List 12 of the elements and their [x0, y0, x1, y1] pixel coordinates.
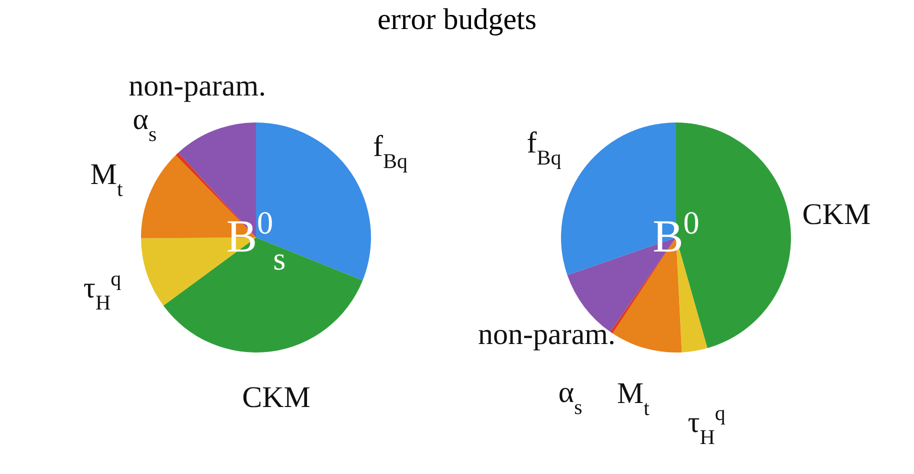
- slice-label: non-param.: [128, 70, 266, 103]
- slice-label: α$_{s}$: [558, 376, 582, 419]
- slice-label: f$_{Bq}$: [526, 126, 562, 170]
- text: error budgets: [376, 2, 538, 38]
- slice-label: CKM: [242, 381, 310, 414]
- slice-label: α$_{s}$: [132, 102, 157, 146]
- slice-label: M$_{t}$: [616, 376, 650, 420]
- slice-label: CKM: [802, 198, 871, 232]
- pie-slice: [256, 122, 371, 281]
- slice-label: non-param.: [478, 318, 616, 352]
- slice-label: M$_{t}$: [90, 158, 123, 202]
- slice-label: f$_{Bq}$: [373, 130, 408, 173]
